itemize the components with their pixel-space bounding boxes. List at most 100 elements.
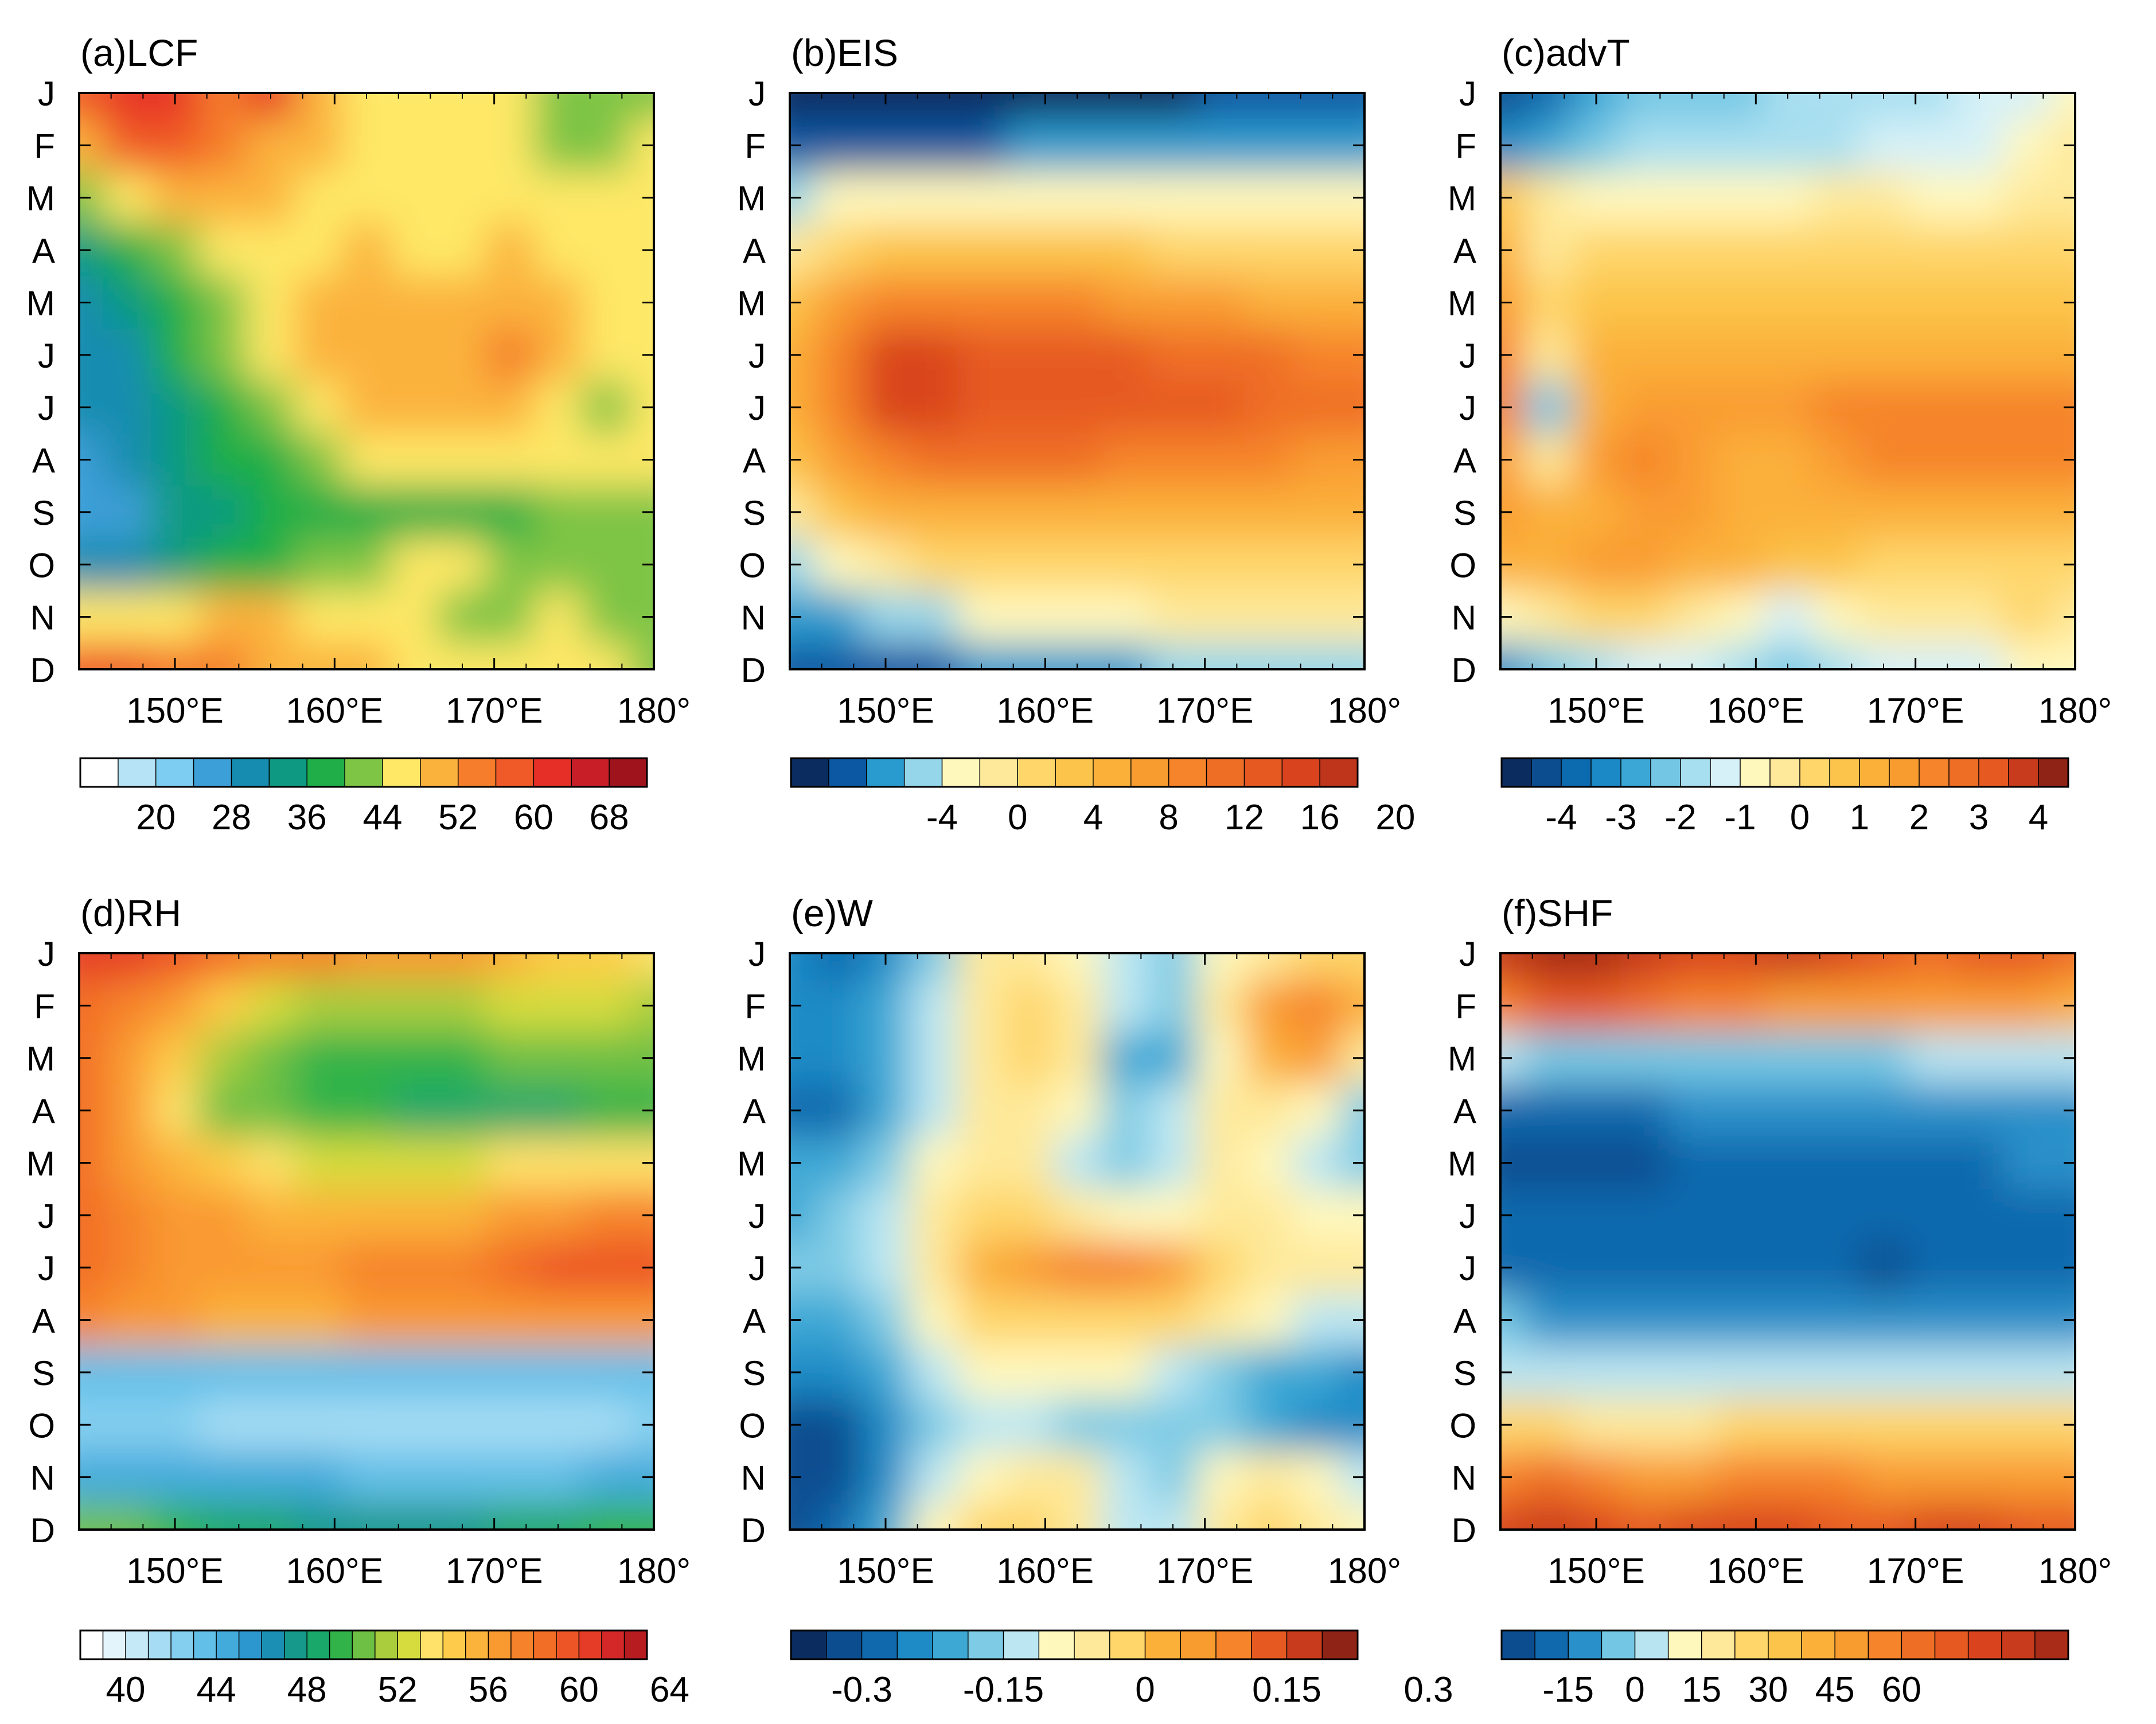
- heatmap-cell: [630, 1346, 654, 1399]
- heatmap-cell: [909, 1451, 958, 1504]
- colorbar-swatch: [1534, 1630, 1569, 1660]
- heatmap-cell: [2003, 1136, 2052, 1190]
- heatmap-cell: [630, 1451, 654, 1504]
- y-tick-label: A: [743, 1092, 766, 1130]
- heatmap-cell: [1955, 276, 2004, 330]
- heatmap-cell: [438, 1241, 487, 1294]
- heatmap-cell: [1053, 433, 1102, 487]
- heatmap-cell: [1101, 1136, 1150, 1190]
- y-tick-label: M: [737, 1040, 766, 1078]
- heatmap-cell: [342, 1241, 391, 1294]
- y-tick-label: A: [32, 232, 55, 270]
- heatmap-cell: [1955, 486, 2004, 539]
- heatmap-cell: [247, 1136, 295, 1190]
- heatmap-cell: [103, 979, 152, 1033]
- heatmap-cell: [198, 1136, 248, 1190]
- heatmap-cell: [1668, 538, 1717, 591]
- colorbar-tick-label: 68: [590, 798, 629, 837]
- colorbar-swatch: [623, 1630, 648, 1660]
- heatmap-cell: [1053, 979, 1102, 1033]
- heatmap-cell: [486, 171, 535, 225]
- heatmap-cell: [2003, 1241, 2052, 1294]
- colorbar-tick-label: 0: [1790, 798, 1810, 837]
- heatmap-cell: [582, 119, 631, 173]
- heatmap-cell: [1149, 433, 1198, 487]
- heatmap-cell: [1196, 538, 1246, 591]
- heatmap-cell: [390, 591, 439, 644]
- heatmap-cell: [1245, 1293, 1293, 1347]
- heatmap-cell: [1340, 1084, 1364, 1137]
- heatmap-cell: [1196, 224, 1246, 277]
- x-tick-label: 180°: [2038, 1551, 2112, 1591]
- heatmap-cell: [534, 224, 583, 277]
- y-tick-label: J: [1459, 1197, 1476, 1235]
- heatmap-cell: [1620, 979, 1669, 1033]
- colorbar-swatch: [231, 758, 270, 787]
- heatmap-cell: [198, 433, 248, 487]
- heatmap-cell: [1005, 1293, 1054, 1347]
- colorbar-tick-label: -15: [1542, 1670, 1594, 1710]
- heatmap-cell: [1053, 1398, 1102, 1452]
- heatmap-cell: [2003, 1293, 2052, 1347]
- y-tick-label: A: [1453, 232, 1476, 270]
- colorbar-swatch: [170, 1630, 194, 1660]
- colorbar-swatch: [1801, 1630, 1836, 1660]
- heatmap-cell: [2051, 381, 2075, 434]
- heatmap-cell: [1620, 276, 1669, 330]
- heatmap-cell: [630, 276, 654, 330]
- heatmap-cell: [198, 276, 248, 330]
- heatmap-cell: [957, 1136, 1006, 1190]
- colorbar-swatch: [1144, 1630, 1182, 1660]
- colorbar-swatch: [609, 758, 648, 787]
- heatmap-cell: [1101, 979, 1150, 1033]
- colorbar-swatch: [420, 758, 459, 787]
- heatmap-cell: [813, 1084, 863, 1137]
- heatmap-cell: [1245, 119, 1293, 173]
- y-tick-label: D: [1452, 651, 1476, 689]
- heatmap-cell: [630, 643, 654, 669]
- heatmap-cell: [1340, 171, 1364, 225]
- heatmap-cell: [1149, 276, 1198, 330]
- heatmap-cell: [294, 1189, 344, 1242]
- colorbar-tick-label: 8: [1159, 798, 1178, 837]
- heatmap-cell: [247, 1241, 295, 1294]
- colorbar-swatch: [216, 1630, 240, 1660]
- heatmap-cell: [582, 433, 631, 487]
- heatmap-cell: [198, 224, 248, 277]
- colorbar-swatch: [1834, 1630, 1869, 1660]
- heatmap-cell: [1053, 538, 1102, 591]
- x-tick-label: 180°: [2038, 691, 2112, 731]
- heatmap-cell: [861, 276, 910, 330]
- heatmap-cell: [1500, 1503, 1525, 1530]
- heatmap-cell: [1859, 276, 1908, 330]
- heatmap-cell: [1101, 1293, 1150, 1347]
- heatmap-cell: [1859, 1293, 1908, 1347]
- colorbar-tick-label: 52: [378, 1670, 418, 1710]
- colorbar-swatch: [896, 1630, 934, 1660]
- heatmap-cell: [534, 381, 583, 434]
- heatmap-cell: [342, 171, 391, 225]
- heatmap-cell: [2051, 433, 2075, 487]
- colorbar-swatch: [2008, 758, 2040, 787]
- heatmap-cell: [534, 1293, 583, 1347]
- heatmap-cell: [1053, 276, 1102, 330]
- heatmap-cell: [151, 433, 200, 487]
- heatmap-cell: [813, 591, 863, 644]
- heatmap-cell: [2003, 276, 2052, 330]
- heatmap-cell: [957, 119, 1006, 173]
- heatmap-cell: [151, 329, 200, 382]
- heatmap-cell: [790, 1503, 814, 1530]
- colorbar-tick-label: -0.3: [831, 1670, 892, 1710]
- heatmap-cell: [103, 1451, 152, 1504]
- x-tick-label: 150°E: [837, 691, 934, 731]
- colorbar-tick-label: 0: [1008, 798, 1027, 837]
- heatmap-cell: [151, 486, 200, 539]
- y-tick-label: A: [32, 442, 55, 480]
- heatmap-cell: [1524, 1398, 1573, 1452]
- heatmap-cell: [390, 119, 439, 173]
- heatmap-cell: [342, 953, 391, 980]
- heatmap-cell: [294, 1451, 344, 1504]
- heatmap-cell: [630, 119, 654, 173]
- heatmap-cell: [1716, 1032, 1765, 1085]
- heatmap-cell: [1859, 979, 1908, 1033]
